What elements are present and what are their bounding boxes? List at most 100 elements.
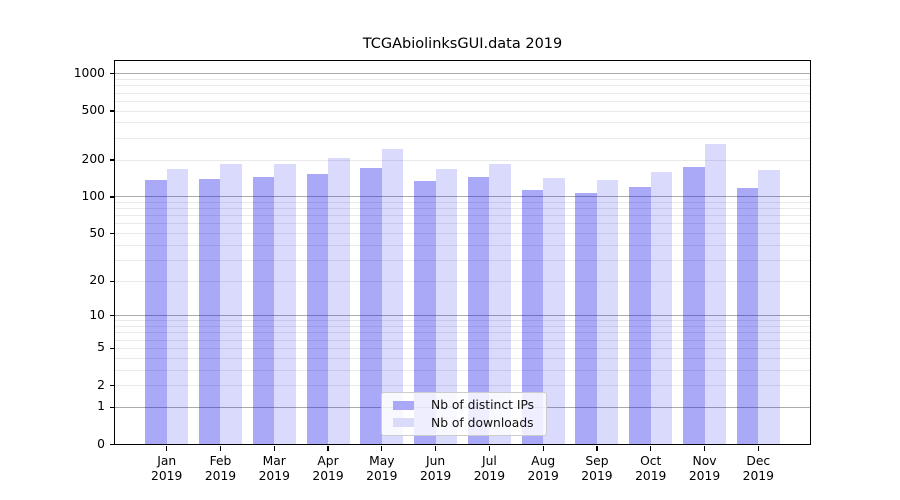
bar-dec-2019-downloads	[758, 170, 780, 445]
x-tick-label: Aug 2019	[527, 453, 559, 484]
bar-may-2019-downloads	[381, 148, 404, 445]
y-tick-mark	[109, 110, 114, 112]
legend-entry-downloads: Nb of downloads	[390, 416, 538, 430]
bar-nov-2019-distinct-ips	[683, 166, 705, 445]
legend: Nb of distinct IPs Nb of downloads	[381, 392, 547, 436]
minor-gridline	[115, 233, 810, 235]
bar-aug-2019-downloads	[543, 178, 565, 445]
y-tick-label: 2	[97, 377, 105, 392]
bar-feb-2019-distinct-ips	[198, 179, 221, 445]
x-tick-label: Nov 2019	[688, 453, 721, 484]
minor-gridline	[115, 110, 810, 112]
minor-gridline	[115, 215, 810, 217]
y-tick-mark	[109, 384, 114, 387]
bar-may-2019-distinct-ips	[360, 168, 382, 445]
minor-gridline	[115, 320, 810, 322]
minor-gridline	[115, 326, 810, 328]
bar-oct-2019-distinct-ips	[629, 186, 651, 445]
legend-swatch-distinct-ips	[393, 400, 414, 411]
bar-nov-2019-downloads	[704, 144, 727, 445]
x-tick-mark	[542, 446, 544, 451]
x-tick-mark	[219, 446, 222, 451]
minor-gridline	[115, 357, 810, 359]
y-tick-label: 1000	[73, 65, 105, 80]
y-tick-mark	[109, 232, 114, 235]
y-tick-mark	[109, 315, 114, 317]
bar-jul-2019-distinct-ips	[467, 177, 490, 445]
bar-oct-2019-downloads	[650, 171, 673, 445]
bar-jan-2019-downloads	[166, 169, 189, 445]
x-tick-mark	[757, 446, 759, 451]
x-tick-mark	[327, 446, 329, 451]
x-tick-label: Mar 2019	[258, 453, 290, 484]
minor-gridline	[115, 369, 810, 371]
bar-jun-2019-downloads	[435, 169, 458, 445]
x-tick-label: Sep 2019	[581, 453, 613, 484]
minor-gridline	[115, 202, 810, 204]
x-tick-label: Feb 2019	[204, 453, 237, 484]
minor-gridline	[115, 385, 810, 387]
x-tick-label: Oct 2019	[635, 453, 667, 484]
major-gridline	[115, 315, 810, 317]
x-tick-mark	[435, 446, 437, 451]
x-tick-label: Apr 2019	[312, 453, 344, 484]
x-tick-mark	[381, 446, 383, 451]
bar-feb-2019-downloads	[220, 164, 242, 445]
y-tick-mark	[109, 159, 114, 161]
x-tick-label: Jun 2019	[419, 453, 452, 484]
y-tick-mark	[109, 280, 114, 282]
y-tick-label: 200	[81, 152, 105, 166]
minor-gridline	[115, 100, 810, 102]
y-tick-label: 5	[97, 340, 105, 355]
y-tick-label: 500	[81, 103, 105, 118]
y-tick-label: 20	[89, 273, 105, 288]
major-gridline	[115, 196, 810, 198]
minor-gridline	[115, 332, 810, 334]
x-tick-label: Dec 2019	[742, 453, 774, 484]
x-tick-mark	[166, 446, 168, 451]
minor-gridline	[115, 159, 810, 161]
x-tick-label: Jan 2019	[151, 453, 183, 484]
bar-sep-2019-downloads	[596, 179, 619, 445]
x-tick-mark	[488, 446, 490, 451]
legend-entry-distinct-ips: Nb of distinct IPs	[390, 398, 538, 412]
x-tick-mark	[703, 446, 706, 451]
bar-mar-2019-distinct-ips	[252, 177, 275, 445]
y-tick-label: 10	[89, 307, 105, 322]
y-tick-mark	[109, 406, 114, 408]
x-tick-label: Jul 2019	[473, 453, 506, 484]
bar-dec-2019-distinct-ips	[736, 187, 759, 445]
minor-gridline	[115, 85, 810, 87]
minor-gridline	[115, 208, 810, 210]
bar-apr-2019-distinct-ips	[306, 173, 329, 445]
bar-mar-2019-downloads	[274, 164, 296, 445]
minor-gridline	[115, 280, 810, 282]
y-tick-label: 0	[97, 436, 105, 451]
y-tick-mark	[109, 443, 114, 446]
minor-gridline	[115, 92, 810, 94]
minor-gridline	[115, 259, 810, 261]
minor-gridline	[115, 137, 810, 139]
minor-gridline	[115, 347, 810, 349]
chart-title: TCGAbiolinksGUI.data 2019	[362, 36, 563, 52]
legend-label-downloads: Nb of downloads	[431, 415, 534, 430]
x-tick-mark	[596, 446, 598, 451]
minor-gridline	[115, 339, 810, 341]
minor-gridline	[115, 79, 810, 81]
minor-gridline	[115, 223, 810, 225]
x-tick-mark	[273, 446, 275, 451]
major-gridline	[115, 73, 810, 75]
x-tick-mark	[650, 446, 652, 451]
minor-gridline	[115, 122, 810, 124]
legend-label-distinct-ips: Nb of distinct IPs	[431, 398, 535, 413]
minor-gridline	[115, 244, 810, 246]
bar-jul-2019-downloads	[489, 163, 511, 445]
y-tick-mark	[109, 73, 114, 75]
bar-apr-2019-downloads	[328, 157, 350, 445]
y-tick-mark	[109, 196, 114, 198]
bar-sep-2019-distinct-ips	[575, 193, 597, 445]
y-tick-label: 1	[97, 399, 105, 414]
y-tick-label: 100	[81, 188, 105, 203]
legend-swatch-downloads	[393, 417, 414, 428]
